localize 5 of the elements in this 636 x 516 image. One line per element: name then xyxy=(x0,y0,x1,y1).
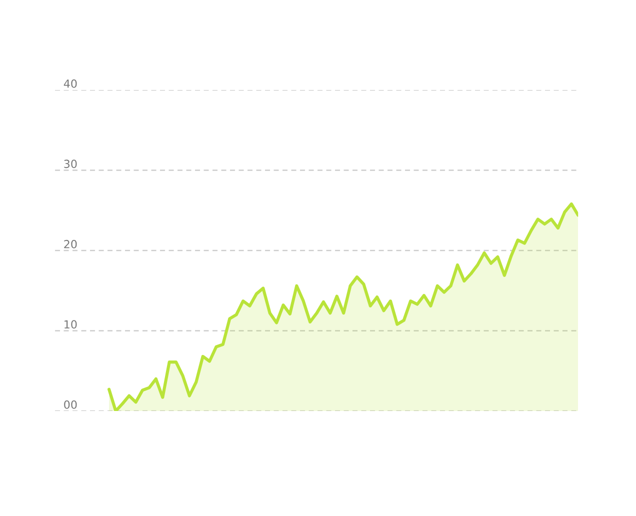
y-tick-label: 00 xyxy=(64,400,77,409)
y-tick-label: 10 xyxy=(64,320,77,329)
y-tick-label: 20 xyxy=(64,240,77,248)
y-tick-label: 40 xyxy=(64,79,77,88)
y-tick-label: 30 xyxy=(64,160,77,168)
